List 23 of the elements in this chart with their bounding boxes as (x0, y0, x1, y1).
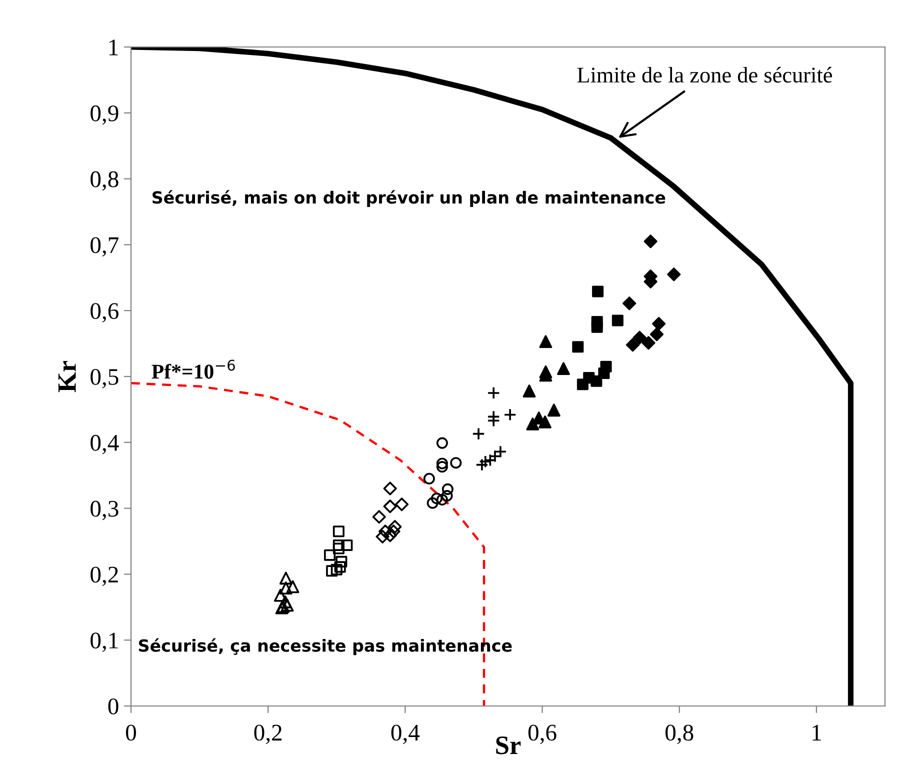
y-tick-label: 0,1 (90, 632, 118, 652)
y-tick-label: 0 (108, 698, 118, 714)
y-tick-label: 0,4 (90, 434, 119, 454)
annotation: Pf*=10$^{−6}$ (152, 360, 235, 379)
x-tick-label: 1 (812, 724, 821, 740)
x-tick-label: 0,4 (391, 724, 420, 744)
x-tick-label: 0,6 (528, 724, 556, 744)
annotation: Sécurisé, mais on doit prévoir un plan de maintenance (152, 190, 666, 207)
y-tick-label: 0,2 (90, 566, 118, 586)
x-tick-label: 0,8 (666, 724, 694, 744)
y-tick-label: 0,3 (90, 500, 118, 520)
y-tick-label: 0,5 (90, 368, 118, 388)
annotation: Limite de la zone de sécurité (577, 66, 832, 83)
x-tick-label: 0 (126, 724, 136, 741)
y-tick-label: 1 (109, 40, 118, 56)
x-axis-title: Sr (496, 736, 521, 754)
y-axis-title: Kr (58, 360, 76, 392)
y-tick-label: 0,8 (90, 171, 118, 191)
y-tick-label: 0,6 (90, 303, 118, 322)
y-tick-label: 0,7 (90, 237, 119, 257)
x-tick-label: 0,2 (254, 724, 282, 744)
y-tick-label: 0,9 (90, 105, 118, 125)
annotation: Sécurisé, ça necessite pas maintenance (138, 638, 512, 656)
